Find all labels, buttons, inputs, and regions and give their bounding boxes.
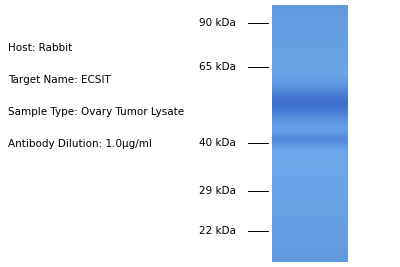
Text: 22 kDa: 22 kDa <box>199 226 236 236</box>
Text: 65 kDa: 65 kDa <box>199 62 236 72</box>
Text: Sample Type: Ovary Tumor Lysate: Sample Type: Ovary Tumor Lysate <box>8 107 184 117</box>
Text: Host: Rabbit: Host: Rabbit <box>8 43 72 53</box>
Text: 29 kDa: 29 kDa <box>199 186 236 196</box>
Text: 40 kDa: 40 kDa <box>199 138 236 148</box>
Text: Antibody Dilution: 1.0µg/ml: Antibody Dilution: 1.0µg/ml <box>8 139 152 149</box>
Text: Target Name: ECSIT: Target Name: ECSIT <box>8 75 111 85</box>
Text: 90 kDa: 90 kDa <box>199 18 236 28</box>
